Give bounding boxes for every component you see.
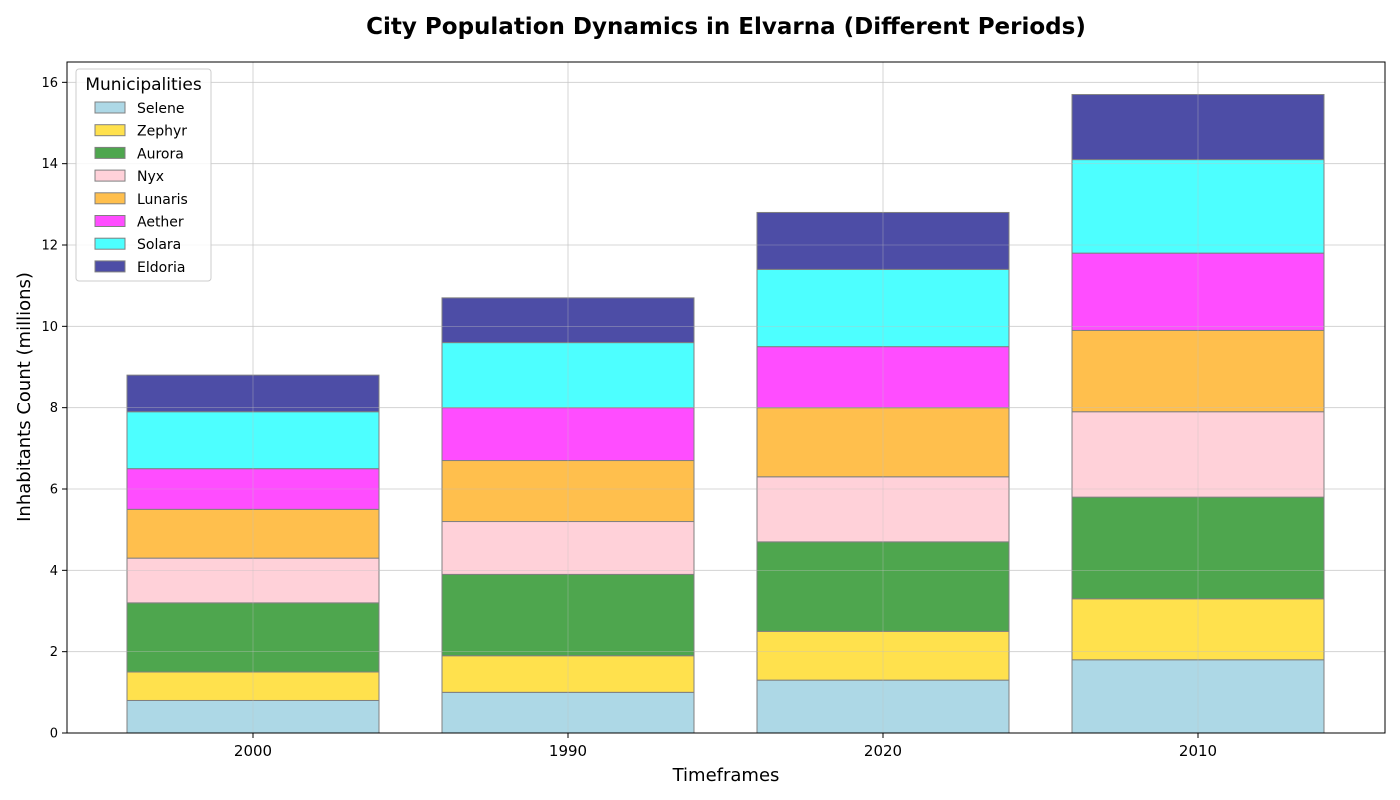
- y-tick-label: 12: [41, 239, 58, 254]
- legend-label-aurora: Aurora: [137, 146, 184, 162]
- x-ticks: 2000 1990 2020 2010: [234, 733, 1217, 760]
- y-tick-label: 4: [50, 564, 58, 579]
- legend-label-selene: Selene: [137, 101, 185, 117]
- plot-frame: [66, 61, 1386, 734]
- x-axis-label: Timeframes: [672, 765, 780, 786]
- legend-label-solara: Solara: [137, 237, 181, 253]
- legend-title: Municipalities: [85, 75, 202, 95]
- y-tick-label: 14: [41, 157, 58, 172]
- chart-title: City Population Dynamics in Elvarna (Dif…: [366, 14, 1086, 40]
- legend-label-zephyr: Zephyr: [137, 124, 187, 140]
- y-tick-label: 2: [50, 645, 58, 660]
- legend-swatch-solara: [94, 237, 126, 250]
- legend-swatch-zephyr: [94, 124, 126, 137]
- y-ticks: 0 2 4 6 8 10 12 14 16: [41, 76, 67, 742]
- x-tick-label: 1990: [549, 742, 587, 760]
- legend-swatch-nyx: [94, 169, 126, 182]
- legend-box: [75, 68, 212, 282]
- legend: Municipalities Selene Zephyr Aurora Nyx Lunar…: [75, 68, 212, 282]
- x-tick-label: 2020: [864, 742, 902, 760]
- y-tick-label: 6: [50, 483, 58, 498]
- legend-swatch-aether: [94, 215, 126, 227]
- y-axis-label: Inhabitants Count (millions): [14, 272, 35, 522]
- legend-swatch-aurora: [94, 146, 126, 159]
- legend-label-nyx: Nyx: [137, 169, 164, 185]
- y-tick-label: 10: [41, 320, 58, 335]
- bars-layer: [67, 62, 1385, 734]
- x-tick-label: 2010: [1179, 742, 1217, 760]
- y-tick-label: 8: [50, 401, 58, 416]
- legend-label-eldoria: Eldoria: [137, 260, 185, 276]
- y-tick-label: 0: [50, 727, 58, 742]
- legend-swatch-eldoria: [94, 260, 126, 273]
- x-tick-label: 2000: [234, 742, 272, 760]
- legend-label-aether: Aether: [137, 215, 184, 231]
- legend-swatch-selene: [94, 101, 126, 114]
- legend-label-lunaris: Lunaris: [137, 192, 188, 208]
- y-tick-label: 16: [41, 76, 58, 91]
- legend-swatch-lunaris: [94, 192, 126, 205]
